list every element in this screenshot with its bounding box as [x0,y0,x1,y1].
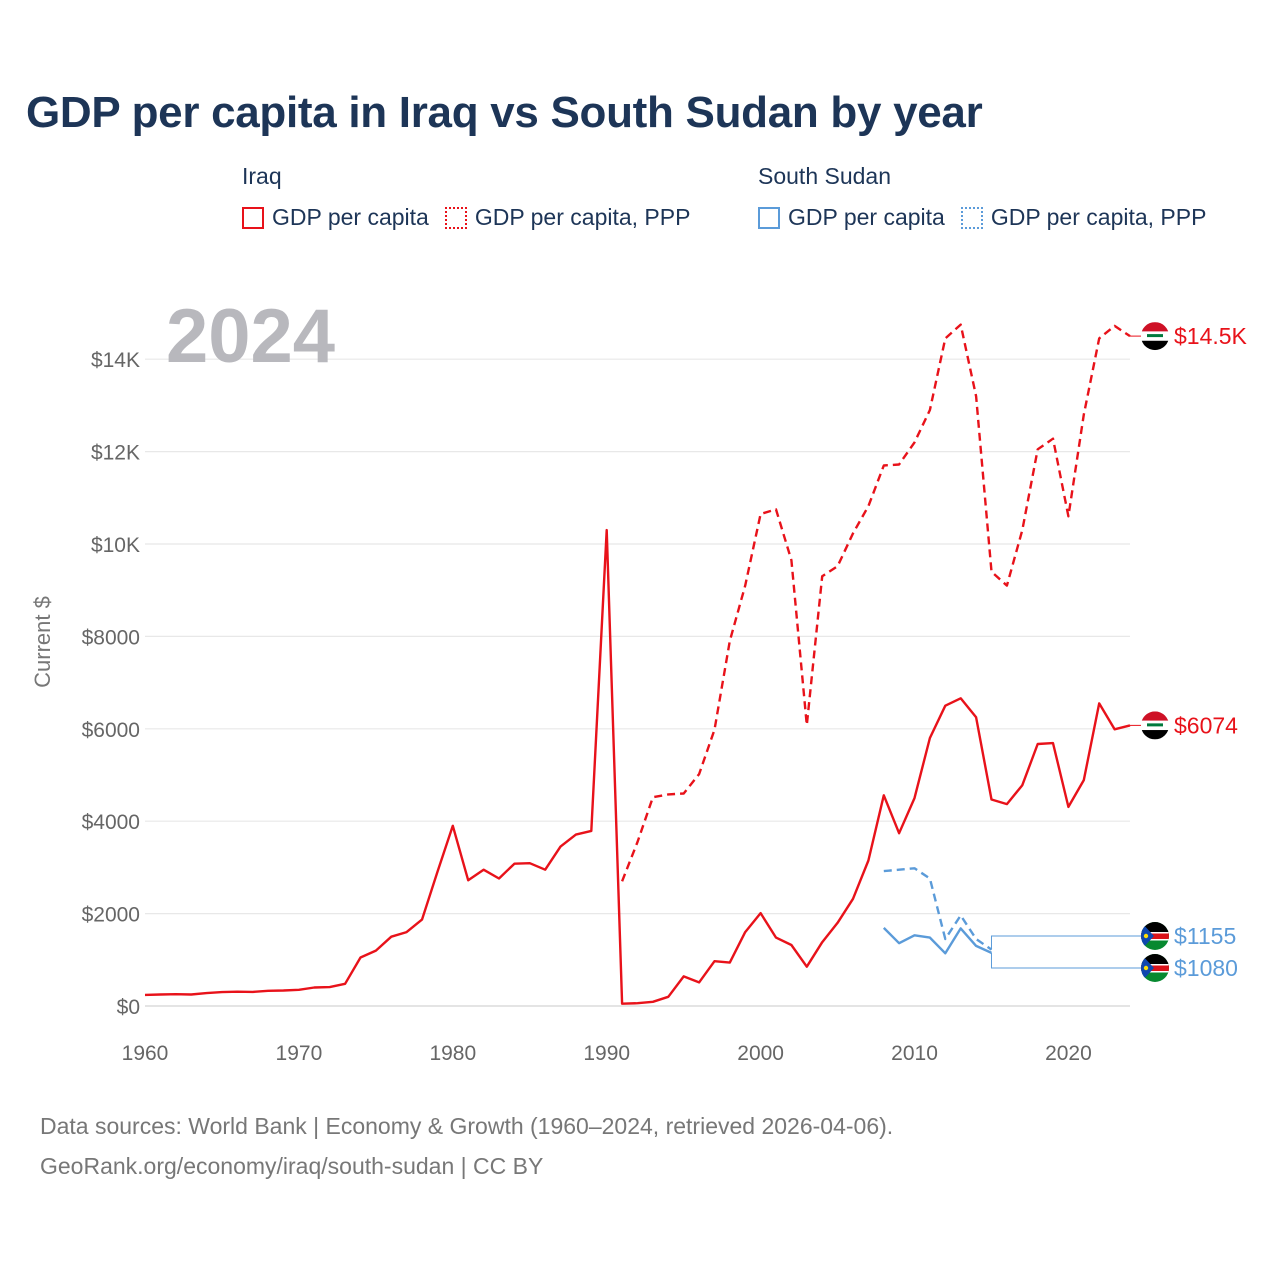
legend-item-label: GDP per capita, PPP [990,204,1207,230]
iraq-flag-icon [1141,711,1169,740]
y-tick-label: $8000 [82,626,140,649]
y-tick-label: $6000 [82,719,140,742]
series-lines [144,323,1131,1005]
legend-group-south-sudan: South Sudan GDP per capita GDP per capit… [758,163,1222,231]
leader-line [990,935,1141,950]
legend-swatch-dotted [960,206,983,229]
end-value-label: $1080 [1174,955,1238,981]
data-sources-text: Data sources: World Bank | Economy & Gro… [40,1113,894,1139]
x-tick-label: 1970 [276,1042,323,1065]
series-line-2 [882,927,992,955]
y-tick-label: $14K [91,349,140,372]
gridlines [145,358,1130,1007]
series-line-3 [883,867,993,951]
y-tick-label: $12K [91,442,140,465]
x-tick-label: 1980 [429,1042,476,1065]
x-tick-label: 2020 [1045,1042,1092,1065]
y-tick-label: $0 [117,996,140,1019]
end-labels: $6074 $14.5K $1080 $1155 [990,322,1248,982]
end-value-label: $1155 [1174,923,1236,949]
legend-item-south-sudan-gdp[interactable]: GDP per capita [758,204,945,231]
legend-swatch-solid [758,206,780,229]
y-axis-title: Current $ [30,596,55,688]
legend-swatch-dotted [444,206,467,229]
legend-item-iraq-gdp[interactable]: GDP per capita [242,204,429,231]
series-line-0 [144,528,1131,1005]
y-tick-label: $2000 [82,904,140,927]
x-tick-label: 1960 [122,1042,169,1065]
footer: Data sources: World Bank | Economy & Gro… [40,1106,893,1186]
legend-item-iraq-gdp-ppp[interactable]: GDP per capita, PPP [444,204,691,231]
source-link[interactable]: GeoRank.org/economy/iraq/south-sudan | C… [40,1153,544,1179]
y-tick-label: $10K [91,534,140,557]
series-line-1 [620,323,1131,882]
x-axis-ticks: 1960 1970 1980 1990 2000 2010 2020 [122,1042,1092,1065]
south-sudan-flag-icon [1141,954,1169,982]
x-tick-label: 2010 [891,1042,938,1065]
leader-line [990,952,1141,969]
x-tick-label: 1990 [583,1042,630,1065]
y-axis-ticks: $0 $2000 $4000 $6000 $8000 $10K $12K $14K [82,349,140,1019]
legend-item-label: GDP per capita, PPP [474,204,691,230]
legend-group-title: Iraq [242,163,282,189]
end-value-label: $14.5K [1174,323,1248,349]
legend-item-south-sudan-gdp-ppp[interactable]: GDP per capita, PPP [960,204,1207,231]
legend-swatch-solid [242,206,264,229]
legend-item-label: GDP per capita [272,204,429,230]
x-tick-label: 2000 [737,1042,784,1065]
end-value-label: $6074 [1174,712,1238,738]
iraq-flag-icon [1141,322,1169,351]
current-year-label: 2024 [166,294,335,379]
y-tick-label: $4000 [82,811,140,834]
chart-title: GDP per capita in Iraq vs South Sudan by… [26,88,983,137]
legend-group-iraq: Iraq GDP per capita GDP per capita, PPP [242,163,706,231]
legend-group-title: South Sudan [758,163,892,189]
south-sudan-flag-icon [1141,922,1169,950]
legend-item-label: GDP per capita [788,204,945,230]
